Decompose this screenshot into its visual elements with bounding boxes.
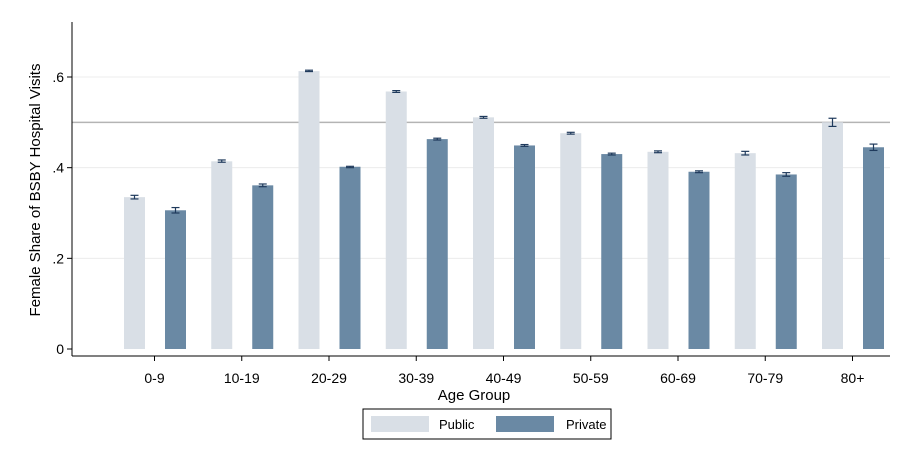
error-bars [130,69,878,214]
legend-swatch-private [496,416,554,432]
bar-private-0-9 [165,210,186,349]
legend-label-private: Private [566,417,606,432]
y-tick-label: .2 [52,250,64,266]
bars [124,71,884,350]
bar-public-70-79 [734,153,756,349]
x-tick-label: 80+ [841,370,865,386]
x-tick-label: 70-79 [747,370,783,386]
y-tick-label: 0 [56,341,64,357]
bar-private-40-49 [514,145,535,349]
bar-private-50-59 [601,154,623,349]
legend-swatch-public [371,416,429,432]
bar-private-10-19 [252,185,274,349]
axes: 0-9 10-19 20-29 30-39 40-49 50-59 60-69 70-79 80… [52,22,890,386]
bar-private-60-69 [688,171,710,349]
x-tick-label: 60-69 [660,370,696,386]
bar-public-30-39 [385,91,407,350]
x-tick-label: 30-39 [398,370,434,386]
bar-private-30-39 [426,139,448,349]
x-tick-label: 0-9 [144,370,164,386]
x-tick-label: 20-29 [311,370,347,386]
bar-private-80+ [863,147,884,349]
legend: Public Private [362,408,612,440]
y-tick-label: .4 [52,160,64,176]
bar-public-60-69 [647,151,669,349]
y-tick-label: .6 [52,69,64,85]
bar-public-0-9 [124,197,145,349]
legend-label-public: Public [439,417,475,432]
bar-public-10-19 [211,161,233,349]
bar-public-20-29 [298,71,320,350]
bar-public-50-59 [560,133,582,349]
x-tick-label: 10-19 [224,370,260,386]
y-axis-title: Female Share of BSBY Hospital Visits [27,64,44,317]
bar-private-70-79 [775,174,797,349]
x-axis-title: Age Group [438,387,511,404]
bar-public-40-49 [473,117,494,349]
bar-public-80+ [822,122,843,349]
x-tick-label: 50-59 [573,370,609,386]
x-tick-label: 40-49 [486,370,522,386]
bar-private-20-29 [339,166,361,349]
